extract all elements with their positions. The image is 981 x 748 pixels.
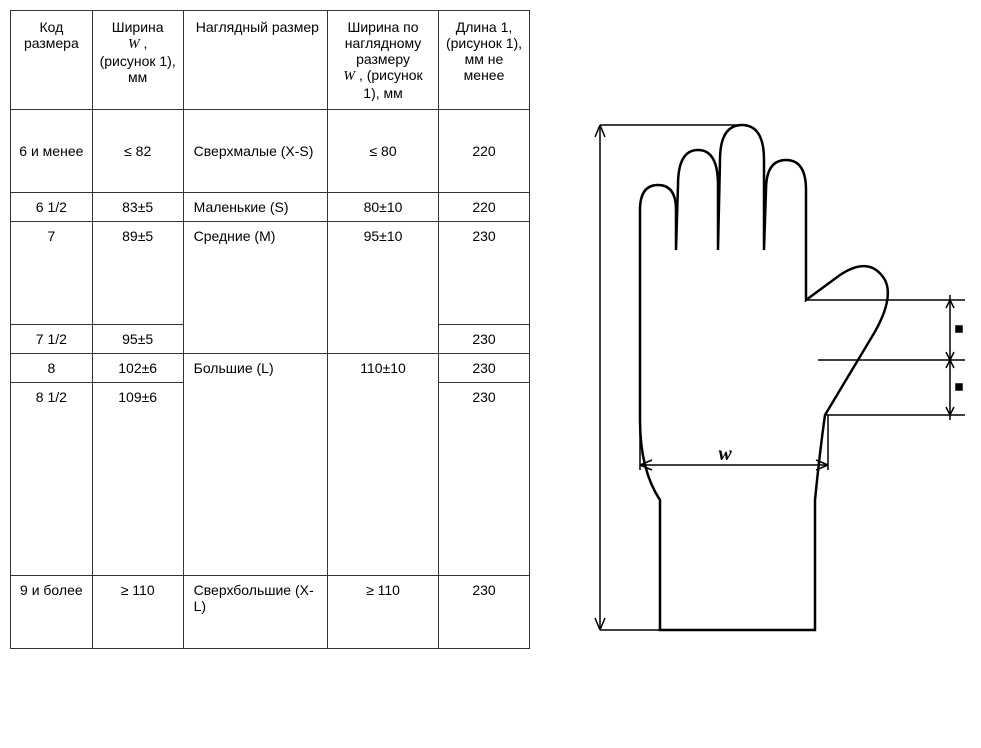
cell-w: ≥ 110 <box>92 576 183 649</box>
cell-w: 102±6 <box>92 354 183 383</box>
table-header-row: Код размера Ширина W , (рисунок 1), мм Н… <box>11 11 530 110</box>
cell-w: 95±5 <box>92 325 183 354</box>
cell-code: 8 1/2 <box>11 383 93 576</box>
table-row: 6 и менее ≤ 82 Сверхмалые (X-S) ≤ 80 220 <box>11 110 530 193</box>
cell-code: 7 1/2 <box>11 325 93 354</box>
cell-nag: Маленькие (S) <box>183 193 327 222</box>
dim-width-label: w <box>718 443 732 465</box>
dim-width-w <box>640 415 828 470</box>
header-len: Длина 1, (рисунок 1), мм не менее <box>439 11 530 110</box>
cell-wnag: ≥ 110 <box>328 576 439 649</box>
cell-len: 220 <box>439 110 530 193</box>
cell-len: 230 <box>439 383 530 576</box>
cell-code: 6 и менее <box>11 110 93 193</box>
cell-len: 230 <box>439 576 530 649</box>
cell-w: 83±5 <box>92 193 183 222</box>
cell-len: 230 <box>439 222 530 325</box>
cell-wnag: 80±10 <box>328 193 439 222</box>
glove-outline <box>640 125 888 630</box>
cell-nag: Сверхмалые (X-S) <box>183 110 327 193</box>
header-nag: Наглядный размер <box>183 11 327 110</box>
table-row: 7 89±5 Средние (M) 95±10 230 <box>11 222 530 325</box>
table-row: 8 102±6 Большие (L) 110±10 230 <box>11 354 530 383</box>
cell-nag: Большие (L) <box>183 354 327 576</box>
cell-wnag: 95±10 <box>328 222 439 354</box>
cell-len: 220 <box>439 193 530 222</box>
cell-wnag: ≤ 80 <box>328 110 439 193</box>
dim-right-extensions <box>806 295 965 420</box>
glove-svg: w <box>570 70 970 670</box>
cell-w: 89±5 <box>92 222 183 325</box>
header-wnag: Ширина по наглядному размеру W , (рисуно… <box>328 11 439 110</box>
cell-code: 7 <box>11 222 93 325</box>
cell-code: 6 1/2 <box>11 193 93 222</box>
cell-len: 230 <box>439 325 530 354</box>
cell-code: 8 <box>11 354 93 383</box>
cell-w: 109±6 <box>92 383 183 576</box>
cell-wnag: 110±10 <box>328 354 439 576</box>
glove-diagram: w <box>570 10 970 673</box>
cell-nag: Средние (M) <box>183 222 327 354</box>
cell-code: 9 и более <box>11 576 93 649</box>
header-width: Ширина W , (рисунок 1), мм <box>92 11 183 110</box>
cell-len: 230 <box>439 354 530 383</box>
cell-nag: Сверхбольшие (X-L) <box>183 576 327 649</box>
size-table: Код размера Ширина W , (рисунок 1), мм Н… <box>10 10 530 649</box>
cell-w: ≤ 82 <box>92 110 183 193</box>
table-row: 9 и более ≥ 110 Сверхбольшие (X-L) ≥ 110… <box>11 576 530 649</box>
header-code: Код размера <box>11 11 93 110</box>
table-row: 6 1/2 83±5 Маленькие (S) 80±10 220 <box>11 193 530 222</box>
